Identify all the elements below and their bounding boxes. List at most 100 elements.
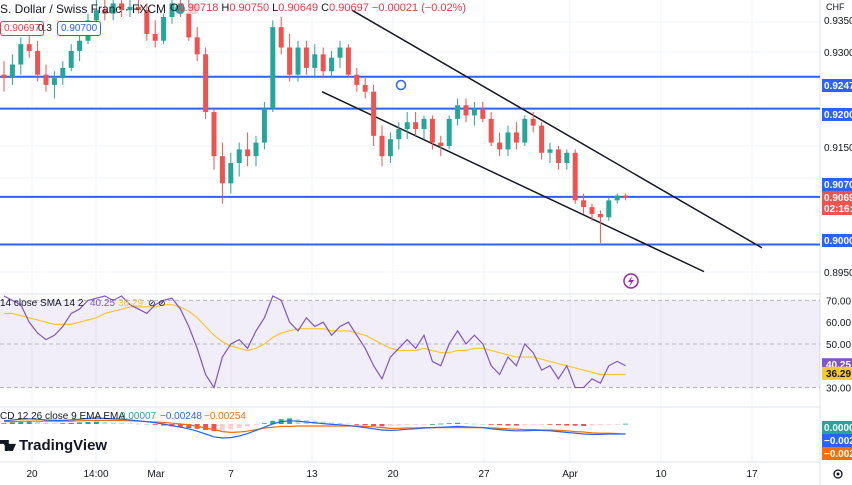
macd-histogram-bar [597, 424, 603, 426]
macd-histogram-bar [51, 423, 57, 424]
candle-body [77, 40, 83, 51]
candle-body [253, 142, 259, 157]
macd-histogram-bar [135, 423, 141, 425]
candle-body [110, 3, 116, 14]
macd-signal-line [4, 419, 626, 435]
candle-body [295, 47, 301, 75]
candle-body [135, 6, 141, 11]
macd-histogram-bar [219, 424, 225, 431]
candle-body [505, 132, 511, 150]
macd-histogram-bar [320, 421, 326, 424]
macd-histogram-bar [387, 424, 393, 426]
macd-histogram-bar [253, 424, 259, 425]
rsi-axis-tick: 60.00 [826, 318, 851, 329]
macd-histogram-bar [530, 424, 536, 425]
macd-histogram-bar [362, 424, 368, 426]
candle-body [446, 118, 452, 146]
macd-histogram-bar [119, 422, 125, 424]
l-value: 0.90649 [278, 2, 319, 14]
candle-body [480, 108, 486, 119]
macd-histogram-bar [85, 422, 91, 424]
candle-body [371, 91, 377, 136]
macd-histogram-bar [77, 422, 83, 424]
macd-histogram-bar [455, 422, 461, 424]
macd-histogram-bar [539, 424, 545, 425]
rsi-sma-label-value: 36.29 [118, 298, 143, 309]
candle-body [152, 33, 158, 41]
candle-body [345, 47, 351, 75]
macd-histogram-bar [572, 424, 578, 426]
price-label-text: 0.90697 [824, 193, 852, 204]
macd-histogram-bar [186, 424, 192, 428]
candle-body [463, 105, 469, 116]
macd-histogram-bar [18, 422, 24, 424]
candle-body [413, 122, 419, 130]
candle-body [564, 152, 570, 163]
h-key: H [221, 2, 230, 14]
candle-body [597, 213, 603, 218]
candle-body [429, 118, 435, 143]
candle-body [26, 44, 32, 51]
candle-body [9, 64, 15, 79]
macd-histogram-bar [421, 424, 427, 425]
time-axis-tick: Apr [562, 469, 578, 480]
candle-body [60, 67, 66, 79]
macd-label-value: −0.00248 [160, 411, 202, 422]
candle-body [35, 50, 41, 75]
gear-icon[interactable] [833, 469, 843, 479]
candle-body [404, 122, 410, 130]
candle-body [589, 207, 595, 214]
buy-button[interactable]: 0.90700 [57, 21, 102, 36]
macd-histogram-bar [505, 424, 511, 426]
macd-histogram-bar [161, 424, 167, 426]
macd-histogram-bar [236, 424, 242, 428]
macd-histogram-bar [438, 423, 444, 425]
macd-histogram-bar [270, 420, 276, 424]
sell-button[interactable]: 0.90697 [0, 21, 45, 36]
price-label-badge [822, 108, 852, 121]
wave-icon [188, 4, 198, 14]
time-axis-tick: 27 [478, 469, 490, 480]
macd-histogram-bar [471, 423, 477, 425]
price-axis-tick: 0.8950 [824, 268, 852, 279]
logo-text: TradingView [19, 437, 108, 454]
candle-body [194, 37, 200, 55]
rsi-sma-value-badge [822, 366, 852, 380]
rsi-line [3, 295, 626, 390]
candle-body [488, 118, 494, 143]
macd-histogram-bar [371, 424, 377, 426]
ohlc-readout: O0.90718 H0.90750 L0.90649 C0.90697 −0.0… [170, 2, 466, 14]
time-axis-tick: 20 [387, 469, 399, 480]
candle-body [93, 10, 99, 21]
price-label-badge [822, 79, 852, 92]
rsi-axis-tick: 50.00 [826, 340, 851, 351]
candle-body [144, 10, 150, 34]
candle-body [530, 118, 536, 126]
time-axis-tick: 20 [26, 469, 38, 480]
time-axis-tick: 7 [228, 469, 234, 480]
candle-body [379, 135, 385, 157]
macd-histogram-bar [589, 424, 595, 426]
candle-body [245, 149, 251, 157]
candle-body [312, 54, 318, 68]
l-key: L [272, 2, 279, 14]
eye-icon [175, 4, 185, 14]
candle-body [161, 16, 167, 41]
time-axis-tick: 10 [655, 469, 667, 480]
candle-body [337, 47, 343, 58]
macd-histogram-bar [555, 424, 561, 426]
candle-body [18, 44, 24, 65]
macd-histogram-bar [93, 421, 99, 424]
macd-histogram-bar [480, 424, 486, 425]
candle-body [362, 84, 368, 92]
price-label-badge [822, 178, 852, 191]
macd-histogram-bar [564, 424, 570, 426]
candle-body [606, 200, 612, 218]
candle-body [186, 13, 192, 38]
macd-value-text: −0.002 [824, 449, 852, 460]
macd-histogram-bar [245, 424, 251, 427]
candle-body [555, 149, 561, 163]
macd-histogram-bar [144, 424, 150, 425]
currency-label: CHF [826, 2, 845, 12]
